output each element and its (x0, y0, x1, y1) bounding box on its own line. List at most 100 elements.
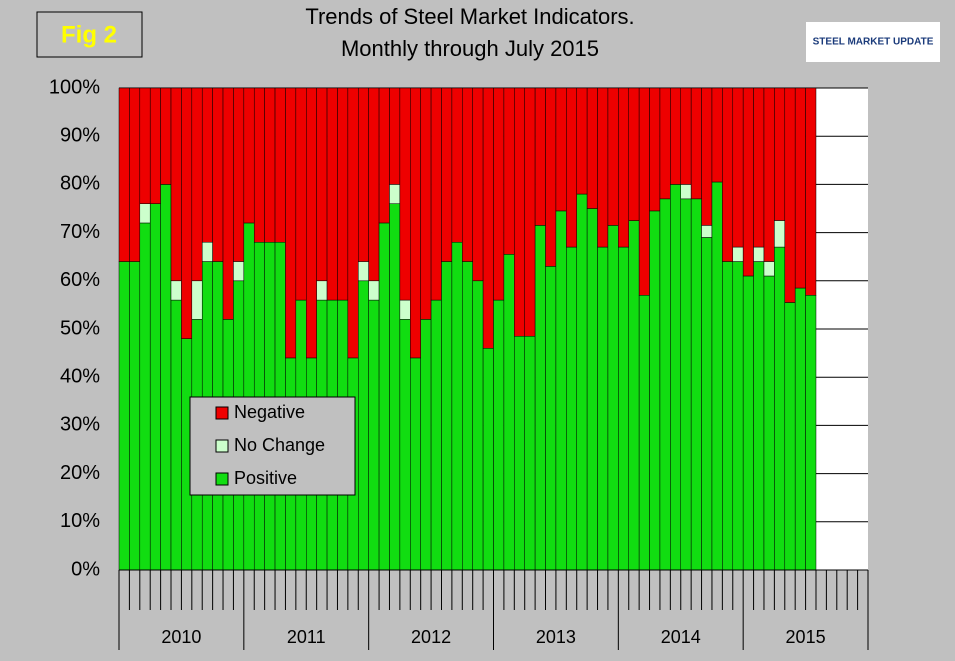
bar-segment (586, 208, 598, 571)
bar-segment (430, 299, 442, 571)
bar-segment (680, 184, 692, 200)
bar-segment (659, 198, 671, 571)
bar-segment (264, 87, 276, 243)
bar-segment (368, 87, 380, 282)
year-label: 2014 (661, 627, 701, 647)
bar-segment (129, 87, 141, 262)
bar-segment (472, 87, 484, 282)
bar-segment (649, 210, 661, 571)
y-tick-label: 50% (60, 317, 100, 339)
bar-segment (618, 246, 629, 571)
bar-segment (462, 261, 473, 571)
bar-segment (576, 87, 588, 195)
bar-segment (420, 87, 432, 320)
y-tick-label: 0% (71, 558, 100, 580)
bar-segment (732, 246, 744, 262)
bar-segment (420, 319, 432, 571)
bar-segment (774, 246, 786, 571)
bar-segment (410, 87, 421, 359)
bar-segment (555, 210, 567, 571)
bar-segment (763, 87, 775, 262)
logo-box (806, 22, 940, 62)
bar-segment (566, 87, 577, 248)
bar-segment (358, 280, 369, 571)
bar-segment (451, 241, 463, 571)
legend-label: No Change (234, 435, 325, 455)
bar-segment (774, 87, 786, 221)
bar-segment (670, 184, 682, 571)
bar-segment (794, 287, 806, 571)
bar-segment (462, 87, 473, 262)
bar-segment (597, 246, 609, 571)
badge-box (36, 11, 143, 58)
bar-segment (316, 280, 328, 301)
bar-segment (607, 87, 619, 226)
bar-segment (534, 87, 546, 226)
bar-segment (201, 241, 213, 262)
legend-swatch (215, 439, 229, 453)
bar-segment (378, 222, 390, 571)
bar-segment (555, 87, 567, 212)
bar-segment (170, 87, 182, 282)
legend-label: Positive (234, 468, 297, 488)
bar-segment (337, 87, 349, 301)
bar-segment (430, 87, 442, 301)
bar-segment (545, 87, 557, 267)
bar-segment (170, 299, 182, 571)
legend-swatch (215, 472, 229, 486)
bar-segment (618, 87, 629, 248)
bar-segment (368, 299, 380, 571)
bar-segment (628, 87, 640, 221)
bar-segment (638, 295, 650, 571)
year-label: 2010 (161, 627, 201, 647)
bar-segment (493, 87, 505, 301)
bar-segment (441, 87, 453, 262)
bar-segment (139, 87, 151, 204)
bar-segment (191, 87, 203, 282)
bar-segment (118, 87, 130, 262)
bar-segment (493, 299, 505, 571)
bar-segment (711, 87, 723, 183)
bar-segment (233, 87, 245, 262)
bar-segment (514, 87, 525, 337)
logo: STEEL MARKET UPDATE (813, 37, 934, 48)
bar-segment (784, 87, 796, 303)
bar-segment (347, 87, 359, 359)
bar-segment (295, 87, 307, 301)
bar-segment (160, 87, 172, 185)
bar-segment (659, 87, 671, 200)
bar-segment (149, 203, 161, 571)
bar-segment (763, 275, 775, 571)
bar-segment (649, 87, 661, 212)
bar-segment (253, 87, 265, 243)
bar-segment (243, 87, 255, 224)
y-tick-label: 70% (60, 221, 100, 243)
year-label: 2011 (287, 627, 326, 647)
bar-segment (316, 87, 328, 282)
y-tick-label: 40% (60, 365, 100, 387)
bar-segment (170, 280, 182, 301)
year-label: 2012 (411, 627, 451, 647)
bar-segment (389, 87, 401, 185)
bar-segment (701, 225, 713, 238)
bar-segment (149, 87, 161, 204)
bar-segment (233, 261, 245, 282)
year-label: 2015 (786, 627, 826, 647)
bar-segment (732, 261, 744, 571)
legend-swatch (215, 406, 229, 420)
y-tick-label: 30% (60, 414, 100, 436)
bar-segment (503, 87, 515, 255)
bar-segment (732, 87, 744, 248)
bar-segment (212, 87, 224, 262)
bar-segment (129, 261, 141, 571)
bar-segment (597, 87, 609, 248)
bar-segment (410, 357, 421, 571)
bar-segment (638, 87, 650, 296)
y-tick-label: 80% (60, 173, 100, 195)
y-tick-label: 90% (60, 124, 100, 146)
bar-segment (503, 254, 515, 571)
bar-segment (607, 225, 619, 571)
bar-segment (389, 203, 401, 571)
bar-segment (368, 280, 380, 301)
